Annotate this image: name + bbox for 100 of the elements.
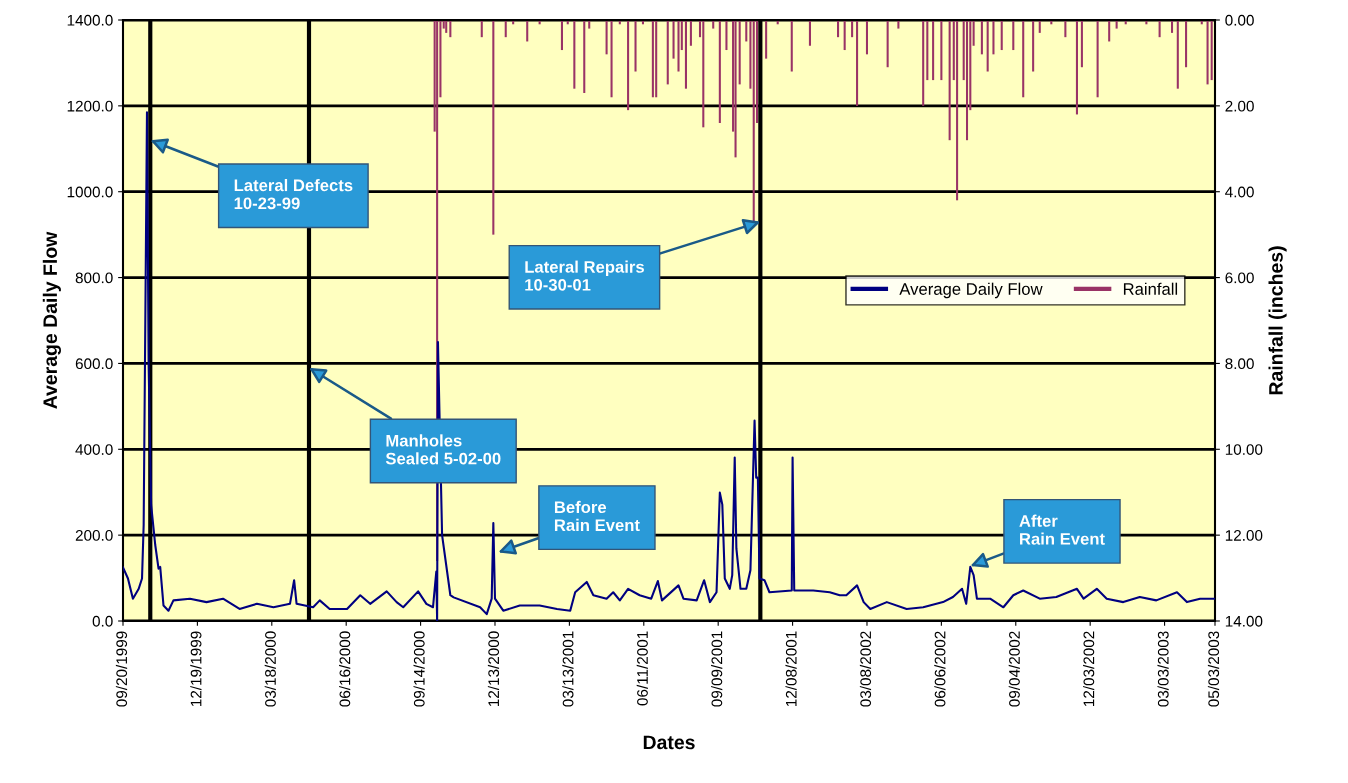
y2-axis-title: Rainfall (inches) <box>1268 246 1287 395</box>
x-tick-label: 09/09/2001 <box>711 631 723 707</box>
bar <box>1176 20 1179 89</box>
bar <box>1158 20 1161 38</box>
bar <box>1185 20 1188 68</box>
bar <box>672 20 675 59</box>
bar <box>634 20 637 72</box>
bar <box>745 20 748 42</box>
y-tick-label: 800.0 <box>75 272 113 284</box>
legend-label: Average Daily Flow <box>899 282 1043 299</box>
y2-tick-label: 10.00 <box>1225 444 1263 455</box>
bar <box>610 20 613 98</box>
bar <box>702 20 705 128</box>
bar <box>856 20 859 106</box>
bar <box>666 20 669 85</box>
bar <box>749 20 752 89</box>
bar <box>492 20 495 235</box>
x-tick-label: 06/06/2002 <box>934 631 946 707</box>
bar <box>886 20 889 68</box>
x-tick-label: 09/04/2002 <box>1008 631 1020 707</box>
bar <box>765 20 768 59</box>
bar <box>1064 20 1067 38</box>
x-tick-label: 03/13/2001 <box>562 631 574 707</box>
bar <box>718 20 721 124</box>
annotation: Lateral Defects 10-23-99 <box>234 179 353 210</box>
bar <box>932 20 935 81</box>
bar <box>1000 20 1003 51</box>
y-tick-label: 1200.0 <box>67 100 113 112</box>
annotation: Lateral Repairs 10-30-01 <box>525 260 644 291</box>
bar <box>752 20 755 222</box>
bar <box>851 20 854 38</box>
y-tick-label: 600.0 <box>75 358 113 370</box>
y-tick-label: 400.0 <box>75 444 113 455</box>
bar <box>526 20 529 42</box>
bar <box>922 20 925 106</box>
bar <box>980 20 983 55</box>
bar <box>1022 20 1025 98</box>
x-tick-label: 03/08/2002 <box>859 631 872 707</box>
bar <box>992 20 995 55</box>
x-axis-title: Dates <box>643 735 695 750</box>
bar <box>1032 20 1035 72</box>
y-axis-title: Average Daily Flow <box>42 231 61 409</box>
bar <box>689 20 692 46</box>
bar <box>734 20 737 158</box>
bar <box>738 20 741 85</box>
y-tick-label: 1400.0 <box>67 14 113 26</box>
bar <box>843 20 846 51</box>
x-tick-label: 05/03/2003 <box>1207 631 1220 707</box>
annotation: Before Rain Event <box>554 500 640 532</box>
bar <box>956 20 959 201</box>
bar <box>865 20 869 55</box>
bar <box>926 20 929 81</box>
bar <box>1096 20 1099 98</box>
bar <box>655 20 658 98</box>
bar <box>573 20 576 89</box>
x-tick-label: 03/18/2000 <box>264 631 276 707</box>
bar <box>986 20 989 72</box>
annotation: After Rain Event <box>1019 514 1105 545</box>
bar <box>583 20 586 93</box>
legend-label: Rainfall <box>1123 282 1178 295</box>
bar <box>837 20 840 38</box>
bar <box>725 20 728 51</box>
y-tick-label: 200.0 <box>75 530 113 541</box>
y2-tick-label: 6.00 <box>1225 272 1254 284</box>
annotation: Manholes Sealed 5-02-00 <box>385 434 501 465</box>
bar <box>480 20 483 38</box>
x-tick-label: 09/20/1999 <box>115 631 128 707</box>
y-tick-label: 1000.0 <box>67 186 113 198</box>
bar <box>948 20 951 141</box>
bar <box>684 20 687 89</box>
bar <box>605 20 608 55</box>
bar <box>940 20 943 81</box>
bar <box>1080 20 1083 68</box>
y2-tick-label: 12.00 <box>1225 530 1263 541</box>
x-tick-label: 12/13/2000 <box>487 631 500 707</box>
x-tick-label: 03/03/2003 <box>1157 631 1169 707</box>
bar <box>560 20 563 51</box>
bar <box>965 20 969 141</box>
bar <box>1075 20 1078 115</box>
bar <box>677 20 680 72</box>
bar <box>1210 20 1213 81</box>
bar <box>504 20 507 38</box>
y2-tick-label: 8.00 <box>1225 358 1254 370</box>
bar <box>449 20 452 38</box>
y2-tick-label: 2.00 <box>1225 100 1254 112</box>
y2-tick-label: 4.00 <box>1225 186 1254 198</box>
x-tick-label: 06/11/2001 <box>636 631 648 706</box>
bar <box>790 20 793 72</box>
bar <box>627 20 630 111</box>
y2-tick-label: 0.00 <box>1225 14 1254 26</box>
x-tick-label: 12/08/2001 <box>785 631 797 707</box>
x-tick-label: 06/16/2000 <box>339 631 351 707</box>
x-tick-label: 09/14/2000 <box>413 631 425 707</box>
y2-tick-label: 14.00 <box>1225 615 1263 627</box>
bar <box>1108 20 1111 42</box>
bar <box>1206 20 1209 85</box>
y-tick-label: 0.0 <box>92 615 113 627</box>
bar <box>651 20 654 98</box>
x-tick-label: 12/03/2002 <box>1083 631 1095 707</box>
x-tick-label: 12/19/1999 <box>190 631 202 707</box>
